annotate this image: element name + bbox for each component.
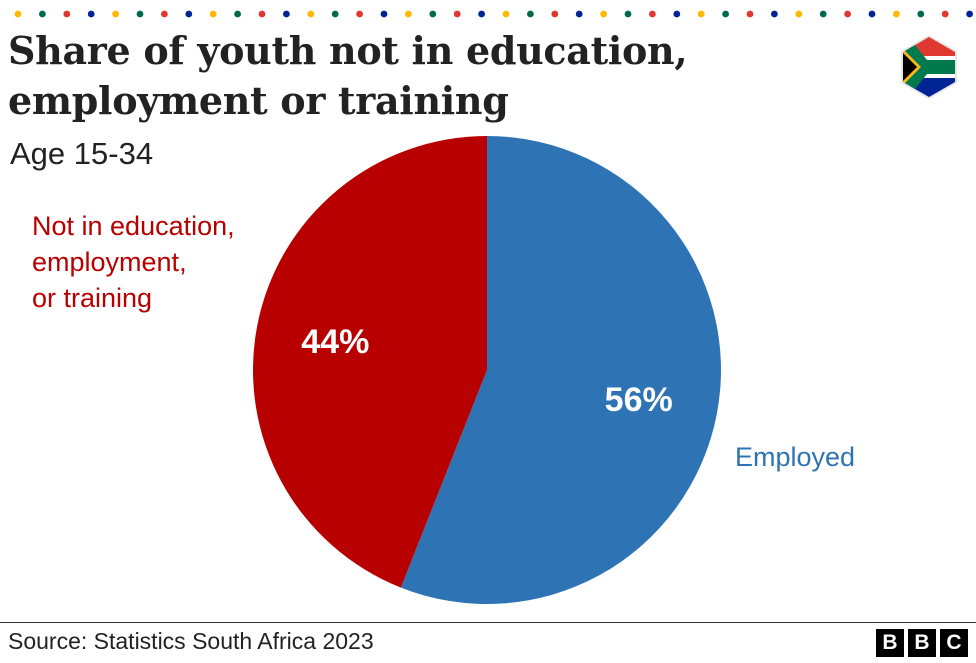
pie-slice-not-in-education	[252, 136, 487, 588]
decorative-dot	[209, 10, 217, 18]
decorative-dot	[722, 10, 729, 18]
decorative-dot	[185, 10, 193, 18]
decorative-dot	[527, 10, 534, 18]
source-note: Source: Statistics South Africa 2023	[8, 628, 374, 654]
decorative-dot	[795, 10, 803, 18]
legend-not-in-education-line-2: employment,	[32, 247, 187, 277]
bbc-logo-letter-3: C	[940, 629, 968, 657]
decorative-dot	[453, 10, 461, 18]
decorative-dot	[697, 10, 705, 18]
decorative-dot	[331, 10, 339, 18]
decorative-dot	[87, 10, 95, 18]
decorative-dot	[478, 10, 485, 18]
bbc-logo-letter-2: B	[908, 629, 936, 657]
decorative-dot	[283, 10, 290, 18]
decorative-dot	[551, 10, 559, 18]
decorative-dot	[624, 10, 632, 18]
decorative-dot	[63, 10, 71, 18]
title-line-2: employment or training	[8, 78, 509, 123]
decorative-dot	[112, 10, 119, 18]
chart-subtitle: Age 15-34	[10, 136, 154, 171]
footer-divider	[0, 622, 976, 623]
decorative-dot	[380, 10, 388, 18]
decorative-dot	[356, 10, 363, 18]
pie-label-not-in-education: 44%	[301, 323, 369, 361]
decorative-dot	[575, 10, 583, 18]
decorative-dot	[844, 10, 851, 18]
decorative-dot	[258, 10, 266, 18]
chart-title: Share of youth not in education, employm…	[8, 26, 688, 126]
decorative-dot	[600, 10, 607, 18]
decorative-dot	[405, 10, 412, 18]
pie-slice-employed	[400, 136, 721, 604]
decorative-dot	[307, 10, 315, 18]
decorative-dot	[771, 10, 778, 18]
bbc-logo-letter-1: B	[876, 629, 904, 657]
decorative-dot	[429, 10, 437, 18]
decorative-dot	[673, 10, 681, 18]
decorative-dot	[917, 10, 925, 18]
decorative-dot	[14, 10, 22, 18]
decorative-dot	[39, 10, 46, 18]
legend-not-in-education-line-1: Not in education,	[32, 211, 235, 241]
decorative-dot	[136, 10, 144, 18]
legend-not-in-education-line-3: or training	[32, 283, 153, 313]
decorative-dot	[746, 10, 754, 18]
title-line-1: Share of youth not in education,	[8, 28, 688, 73]
decorative-dot-border	[14, 10, 973, 18]
decorative-dot	[966, 10, 973, 18]
legend-not-in-education: Not in education, employment, or trainin…	[32, 208, 312, 316]
decorative-dot	[819, 10, 827, 18]
bbc-logo: B B C	[876, 629, 968, 657]
pie-label-employed: 56%	[605, 381, 673, 419]
decorative-dot	[161, 10, 168, 18]
decorative-dot	[893, 10, 900, 18]
south-africa-flag-icon	[901, 35, 957, 99]
decorative-dot	[502, 10, 510, 18]
legend-employed: Employed	[735, 442, 856, 472]
decorative-dot	[868, 10, 876, 18]
decorative-dot	[649, 10, 656, 18]
decorative-dot	[941, 10, 949, 18]
decorative-dot	[234, 10, 242, 18]
